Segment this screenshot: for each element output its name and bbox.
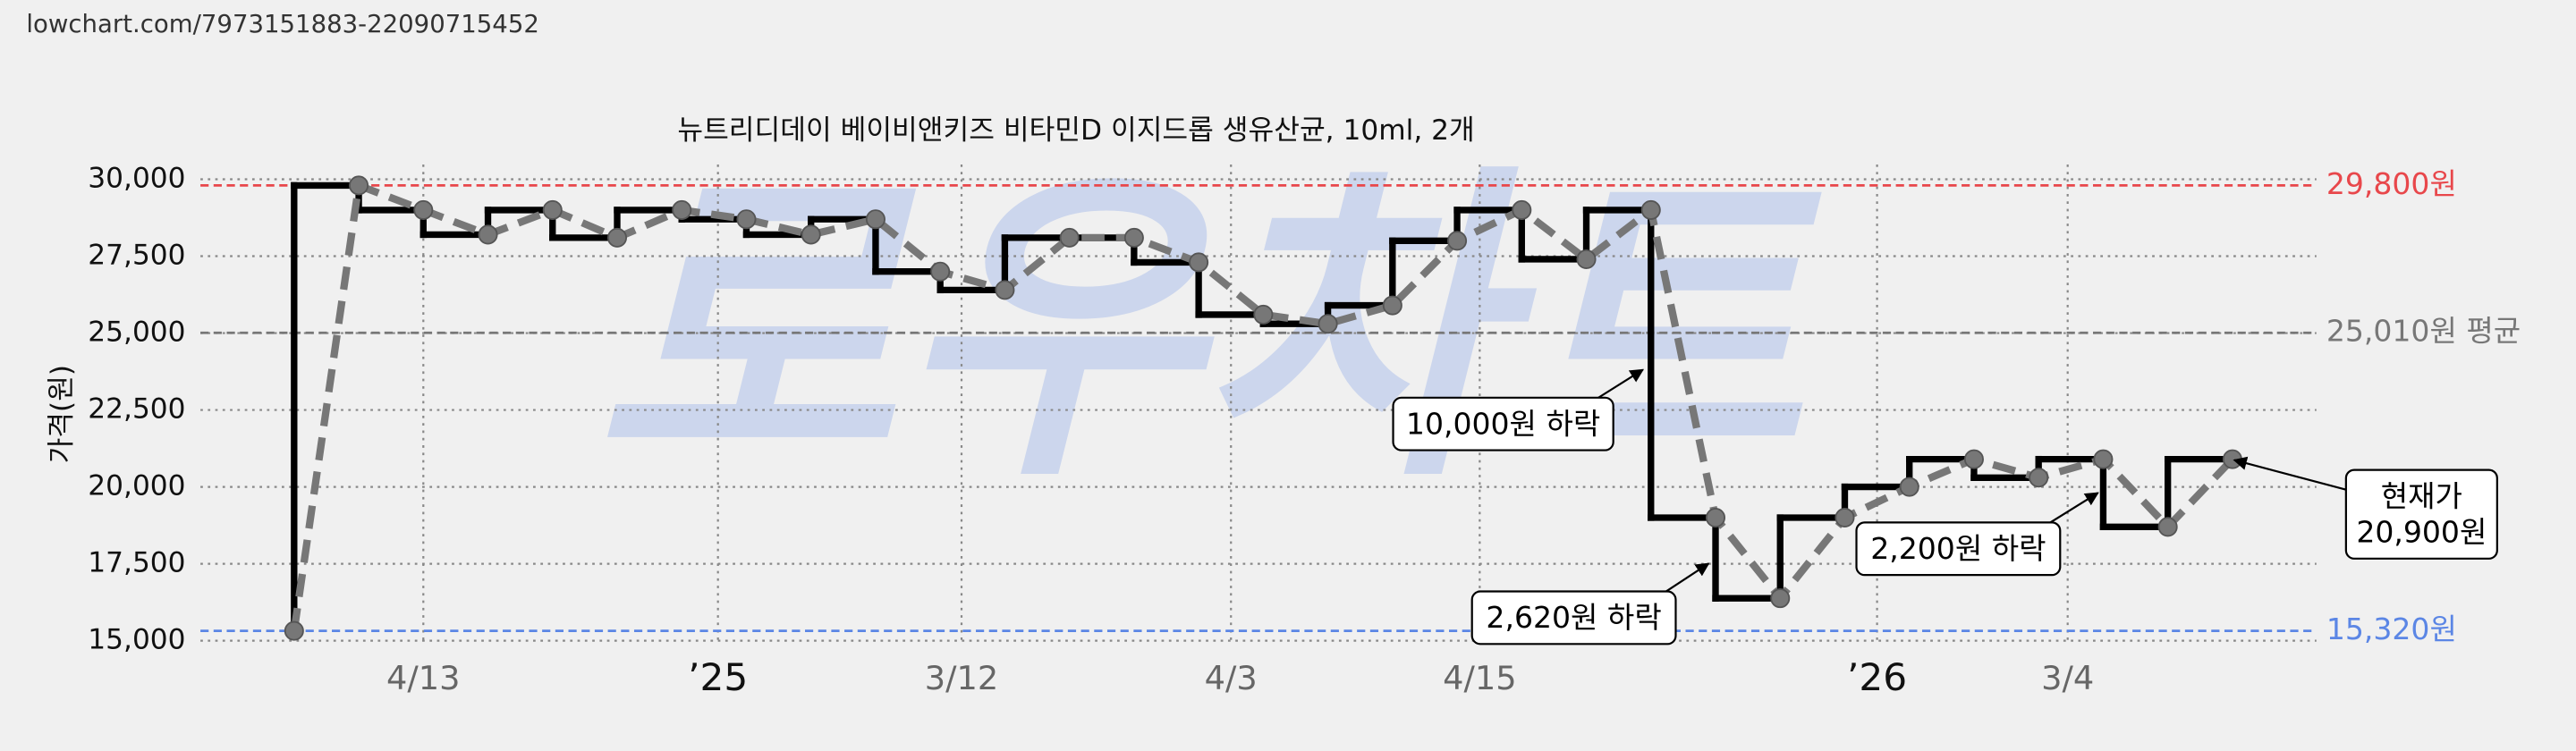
reference-label: 15,320원 (2326, 612, 2457, 646)
price-point (801, 224, 821, 245)
price-point (1640, 199, 1661, 220)
annotation-text: 10,000원 하락 (1406, 407, 1600, 442)
y-tick-label: 15,000 (88, 624, 185, 656)
price-point (1123, 227, 1144, 248)
price-point (672, 199, 692, 220)
x-tick-label: 4/15 (1443, 659, 1516, 697)
y-tick-label: 20,000 (88, 470, 185, 502)
price-point (1253, 304, 1274, 325)
price-point (2029, 468, 2049, 488)
price-point (1382, 295, 1402, 316)
url: lowchart.com/7973151883-22090715452 (26, 10, 539, 38)
price-point (2093, 449, 2114, 469)
price-point (349, 175, 369, 196)
price-point (1770, 588, 1791, 609)
x-tick-label: ’25 (688, 655, 748, 699)
price-point (1189, 252, 1209, 273)
chart-title: 뉴트리디데이 베이비앤키즈 비타민D 이지드롭 생유산균, 10ml, 2개 (677, 114, 1474, 147)
price-point (478, 224, 498, 245)
reference-label: 25,010원 평균 (2326, 314, 2521, 349)
annotation-text: 현재가 (2381, 478, 2462, 513)
reference-label: 29,800원 (2326, 166, 2457, 201)
price-point (1059, 227, 1080, 248)
x-tick-label: ’26 (1847, 655, 1907, 699)
y-axis-label: 가격(원) (46, 365, 78, 464)
y-tick-label: 30,000 (88, 163, 185, 195)
annotation-box (1392, 396, 1614, 451)
x-tick-label: 3/4 (2041, 659, 2094, 697)
price-point (542, 199, 563, 220)
x-tick-label: 4/3 (1205, 659, 1258, 697)
price-point (2222, 449, 2242, 469)
annotation-arrow (2233, 456, 2347, 491)
price-point (995, 280, 1015, 300)
annotation-text: 20,900원 (2356, 515, 2487, 550)
y-tick-label: 17,500 (88, 547, 185, 579)
price-point (1512, 199, 1532, 220)
price-point (284, 620, 304, 641)
watermark: 로우차트 (595, 139, 1825, 521)
annotation-text: 2,620원 하락 (1486, 600, 1661, 635)
annotation-box (1855, 521, 2062, 577)
annotation-text: 2,200원 하락 (1870, 531, 2046, 566)
price-point (2157, 517, 2178, 537)
price-point (1705, 507, 1726, 528)
price-point (1576, 249, 1597, 269)
price-point (606, 227, 628, 248)
x-tick-label: 3/12 (925, 659, 998, 697)
price-point (1899, 477, 1919, 497)
y-tick-label: 22,500 (88, 393, 185, 426)
price-point (1447, 231, 1468, 251)
price-point (1963, 449, 1984, 469)
price-point (1318, 314, 1338, 334)
annotation-box (1470, 590, 1677, 646)
price-point (865, 209, 886, 230)
annotation-box (2344, 468, 2498, 560)
price-point (736, 209, 757, 230)
price-point (1835, 507, 1855, 528)
y-tick-label: 27,500 (88, 240, 185, 272)
x-tick-label: 4/13 (386, 659, 460, 697)
price-point (930, 261, 951, 282)
y-tick-label: 25,000 (88, 316, 185, 349)
price-point (413, 199, 434, 220)
